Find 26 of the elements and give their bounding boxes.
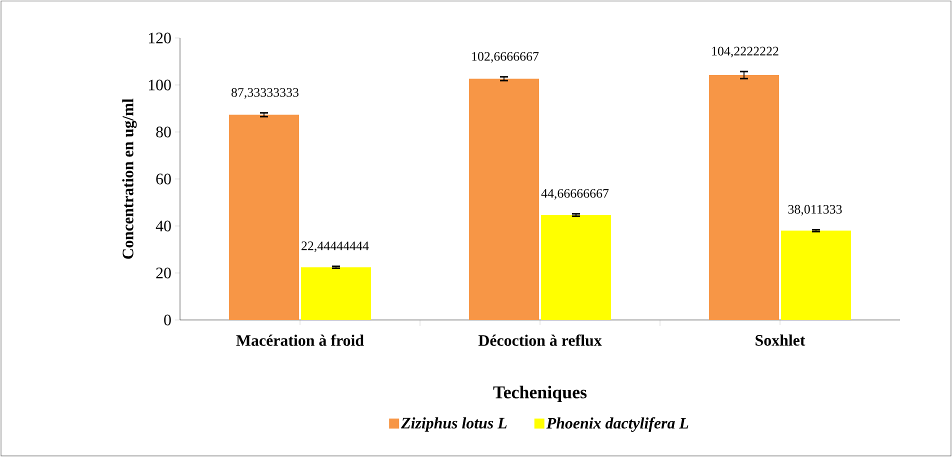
data-label: 87,33333333: [232, 88, 298, 99]
x-tick-label: Décoction à reflux: [478, 334, 602, 346]
y-axis-title: Concentration en ug/ml: [122, 98, 137, 259]
legend-label: Phoenix dactylifera L: [546, 417, 688, 432]
bar: [541, 215, 612, 320]
y-tick-label: 20: [156, 268, 171, 278]
x-tick-label: Soxhlet: [756, 334, 806, 346]
bar: [469, 78, 540, 320]
data-label: 22,44444444: [302, 242, 369, 252]
y-tick-label: 120: [148, 32, 171, 44]
y-tick-label: 100: [148, 80, 171, 90]
legend-label: Ziziphus lotus L: [401, 417, 507, 432]
data-label: 104,2222222: [712, 46, 778, 58]
y-tick-label: 40: [156, 220, 171, 232]
x-tick-label: Macération à froid: [236, 334, 364, 346]
y-tick-label: 60: [156, 174, 171, 184]
bar: [301, 267, 372, 320]
x-axis-title: Techeniques: [493, 386, 587, 402]
bar: [229, 114, 300, 320]
data-label: 38,011333: [788, 204, 842, 216]
bar: [709, 75, 780, 320]
y-tick-label: 0: [164, 314, 171, 326]
y-tick-label: 80: [156, 126, 171, 138]
bar: [781, 230, 852, 320]
data-label: 44,66666667: [541, 189, 609, 200]
data-label: 102,6666667: [472, 52, 539, 63]
